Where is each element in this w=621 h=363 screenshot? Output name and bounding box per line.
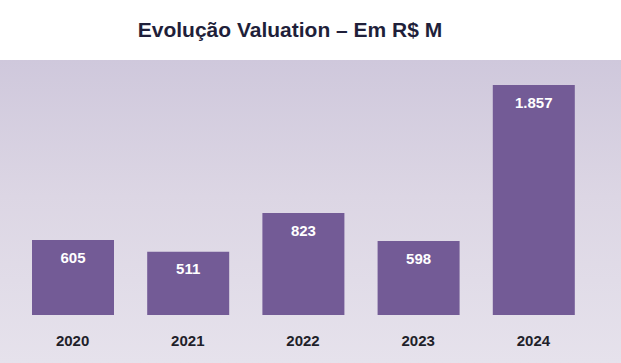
svg-text:598: 598 <box>406 250 431 267</box>
html-text:Evolução Valuation – Em R$ M: Evolução Valuation – Em R$ M <box>137 18 443 41</box>
svg-text:2020: 2020 <box>56 332 89 349</box>
svg-text:2022: 2022 <box>286 332 319 349</box>
svg-text:511: 511 <box>176 260 200 277</box>
svg-text:2023: 2023 <box>402 332 435 349</box>
svg-text:2021: 2021 <box>171 332 204 349</box>
svg-text:2024: 2024 <box>517 332 551 349</box>
svg-text:823: 823 <box>291 222 316 239</box>
svg-text:1.857: 1.857 <box>515 94 553 111</box>
svg-text:605: 605 <box>60 249 85 266</box>
